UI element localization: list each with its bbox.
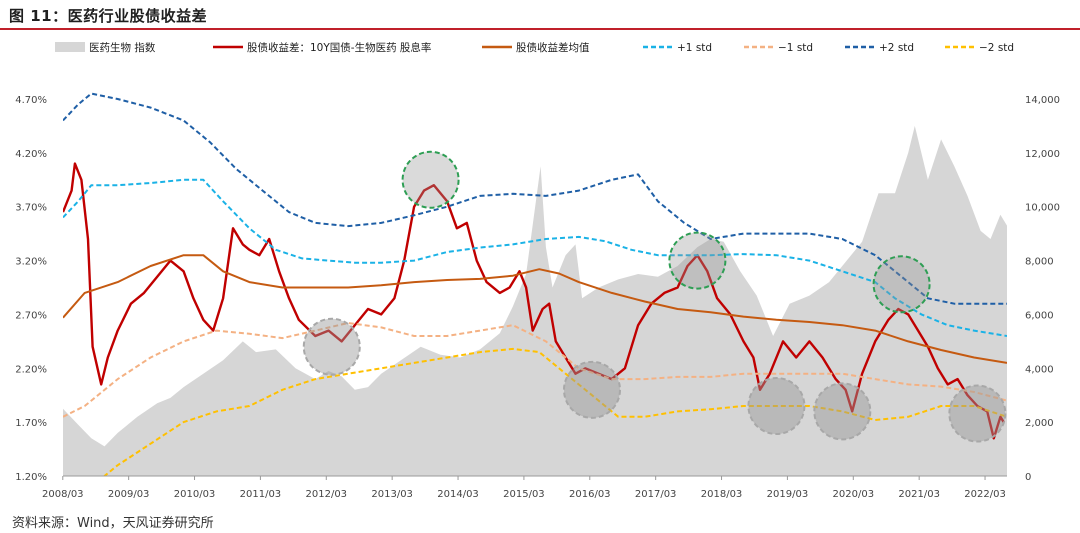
- y-right-tick-label: 2,000: [1025, 418, 1054, 429]
- x-tick-label: 2021/03: [898, 489, 940, 500]
- x-tick-label: 2014/03: [437, 489, 479, 500]
- x-tick-label: 2017/03: [635, 489, 677, 500]
- series-area-index: [63, 125, 1007, 476]
- y-right-tick-label: 10,000: [1025, 203, 1060, 214]
- legend-label-3: +1 std: [677, 42, 712, 54]
- highlight-circle-3: [302, 317, 361, 376]
- series-line-1: [63, 162, 1005, 440]
- y-left-tick-label: 3.20%: [15, 257, 47, 268]
- y-right-tick-label: 12,000: [1025, 149, 1060, 160]
- x-tick-label: 2010/03: [174, 489, 216, 500]
- title-divider: [0, 28, 1080, 30]
- x-tick-label: 2008/03: [42, 489, 84, 500]
- y-left-tick-label: 4.20%: [15, 149, 47, 160]
- x-tick-label: 2011/03: [240, 489, 282, 500]
- highlight-circle-0: [401, 150, 460, 209]
- y-left-tick-label: 1.70%: [15, 418, 47, 429]
- x-tick-label: 2020/03: [833, 489, 875, 500]
- x-tick-label: 2018/03: [701, 489, 743, 500]
- x-tick-label: 2019/03: [767, 489, 809, 500]
- y-left-tick-label: 1.20%: [15, 472, 47, 483]
- x-tick-label: 2015/03: [503, 489, 545, 500]
- highlight-circle-6: [813, 382, 872, 441]
- series-line-4: [63, 322, 1007, 418]
- legend-label-4: −1 std: [778, 42, 813, 54]
- y-right-tick-label: 6,000: [1025, 310, 1054, 321]
- y-left-tick-label: 2.20%: [15, 364, 47, 375]
- highlight-circle-5: [747, 376, 806, 435]
- x-tick-label: 2016/03: [569, 489, 611, 500]
- legend-label-6: −2 std: [979, 42, 1014, 54]
- x-tick-label: 2012/03: [306, 489, 348, 500]
- series-line-6: [102, 347, 1007, 476]
- source-note: 资料来源：Wind，天风证券研究所: [12, 516, 214, 531]
- y-left-tick-label: 2.70%: [15, 310, 47, 321]
- series-line-2: [63, 254, 1007, 364]
- legend-swatch-index: [55, 42, 85, 52]
- x-tick-label: 2009/03: [108, 489, 150, 500]
- y-right-tick-label: 8,000: [1025, 257, 1054, 268]
- legend-label-0: 医药生物 指数: [89, 41, 156, 54]
- x-tick-label: 2022/03: [964, 489, 1006, 500]
- y-left-tick-label: 4.70%: [15, 95, 47, 106]
- legend-label-1: 股债收益差：10Y国债-生物医药 股息率: [247, 41, 431, 54]
- highlight-circle-4: [562, 360, 621, 419]
- highlight-circle-2: [872, 255, 931, 314]
- x-tick-label: 2013/03: [371, 489, 413, 500]
- highlight-circle-7: [948, 384, 1007, 443]
- series-line-3: [63, 178, 1007, 337]
- legend-label-2: 股债收益差均值: [516, 41, 590, 54]
- chart-title: 图 11：医药行业股债收益差: [9, 7, 208, 25]
- y-right-tick-label: 4,000: [1025, 364, 1054, 375]
- y-right-tick-label: 0: [1025, 472, 1031, 483]
- y-left-tick-label: 3.70%: [15, 203, 47, 214]
- legend-label-5: +2 std: [879, 42, 914, 54]
- series-line-5: [63, 92, 1007, 305]
- y-right-tick-label: 14,000: [1025, 95, 1060, 106]
- highlight-circle-1: [668, 231, 727, 290]
